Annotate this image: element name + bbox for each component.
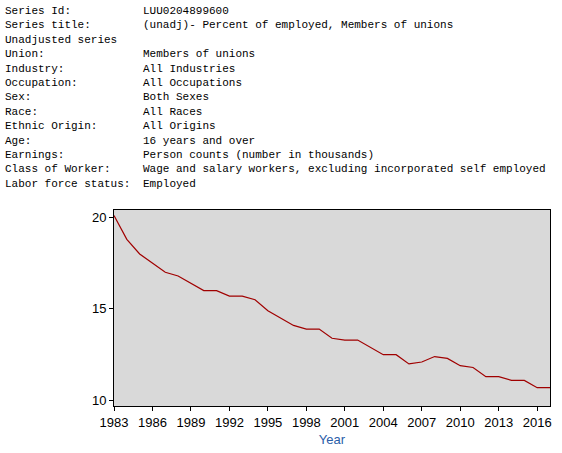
- html-text:All Industries: All Industries: [143, 62, 236, 75]
- html-text:Series title:: Series title:: [5, 19, 91, 32]
- html-text:Wage and salary workers, exclu: Wage and salary workers, excluding incor…: [143, 163, 546, 176]
- html-text:Age:: Age:: [5, 134, 32, 147]
- html-text:All Occupations: All Occupations: [143, 77, 242, 89]
- html-text:Members of unions: Members of unions: [143, 48, 256, 61]
- html-text:All Races: All Races: [143, 105, 203, 118]
- html-text:16 years and over: 16 years and over: [143, 134, 256, 147]
- html-text:Occupation:: Occupation:: [5, 77, 78, 89]
- html-text:Class of Worker:: Class of Worker:: [5, 163, 111, 176]
- svg-text:Year: Year: [319, 432, 346, 447]
- svg-text:1989: 1989: [176, 415, 205, 430]
- html-text:Earnings:: Earnings:: [5, 149, 65, 162]
- svg-text:2013: 2013: [484, 415, 513, 430]
- html-text:Sex:: Sex:: [5, 91, 32, 104]
- html-text:Industry:: Industry:: [5, 62, 65, 75]
- svg-text:2010: 2010: [446, 415, 475, 430]
- html-text:Union:: Union:: [5, 48, 45, 61]
- svg-text:2007: 2007: [407, 415, 436, 430]
- html-text:Ethnic Origin:: Ethnic Origin:: [5, 120, 98, 133]
- svg-text:2004: 2004: [369, 415, 398, 430]
- svg-text:2016: 2016: [523, 415, 552, 430]
- svg-text:1995: 1995: [253, 415, 282, 430]
- html-text:Person counts (number in thous: Person counts (number in thousands): [143, 149, 374, 162]
- html-text:Series Id:: Series Id:: [5, 5, 71, 17]
- svg-text:1998: 1998: [292, 415, 321, 430]
- html-text:Both Sexes: Both Sexes: [143, 91, 209, 104]
- svg-text:15: 15: [92, 301, 106, 316]
- svg-text:2001: 2001: [330, 415, 359, 430]
- svg-text:10: 10: [92, 393, 106, 408]
- html-text:Race:: Race:: [5, 105, 38, 118]
- html-text:LUU0204899600: LUU0204899600: [143, 5, 229, 17]
- html-text:Labor force status:: Labor force status:: [5, 177, 131, 190]
- html-text:Unadjusted series: Unadjusted series: [5, 33, 118, 46]
- html-text:All Origins: All Origins: [143, 120, 216, 133]
- html-text:Employed: Employed: [143, 177, 196, 190]
- svg-text:20: 20: [92, 210, 106, 225]
- html-text:(unadj)- Percent of employed,: (unadj)- Percent of employed, Members of…: [143, 19, 454, 32]
- svg-text:1986: 1986: [138, 415, 167, 430]
- svg-text:1992: 1992: [215, 415, 244, 430]
- svg-text:1983: 1983: [100, 415, 129, 430]
